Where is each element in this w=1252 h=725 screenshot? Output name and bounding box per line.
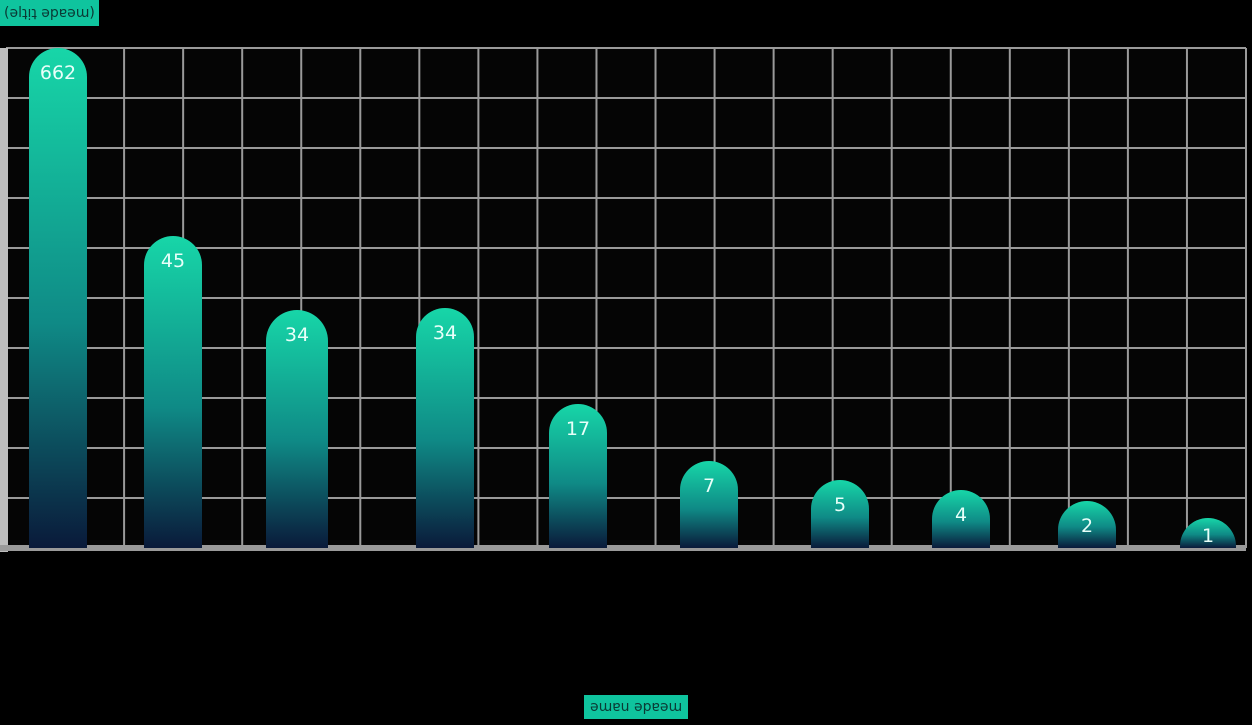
x-axis-line (0, 545, 1246, 551)
bar-value-label: 5 (834, 494, 846, 516)
bar-value-label: 45 (161, 250, 185, 272)
x-axis-label: ǝɯɐu ǝpɐǝɯ (584, 695, 689, 719)
bar (549, 404, 607, 548)
bar-value-label: 34 (433, 322, 457, 344)
bar (416, 308, 474, 548)
bar-value-label: 2 (1081, 515, 1093, 537)
bar-value-label: 7 (703, 475, 715, 497)
chart-title: (ǝlʇᴉʇ ǝpɐǝɯ) (0, 0, 99, 26)
bar-value-label: 34 (285, 324, 309, 346)
bar (144, 236, 202, 548)
bar-value-label: 17 (566, 418, 590, 440)
bar (1058, 501, 1116, 548)
bar (29, 48, 87, 548)
bar-value-label: 4 (955, 504, 967, 526)
bar (811, 480, 869, 548)
bar-value-label: 662 (40, 62, 76, 84)
bar (1180, 518, 1236, 548)
bar (266, 310, 328, 548)
bar-value-label: 1 (1202, 525, 1214, 547)
bar (680, 461, 738, 548)
y-axis-line (0, 48, 8, 552)
bar (932, 490, 990, 548)
